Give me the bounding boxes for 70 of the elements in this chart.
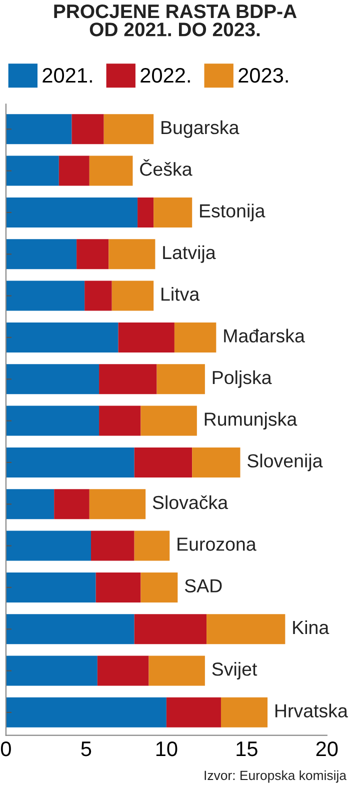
bar (140, 572, 178, 602)
y-tick-label: SAD (184, 579, 222, 592)
legend-label: 2023. (238, 68, 288, 83)
bar (97, 656, 149, 686)
y-tick-label: Eurozona (178, 538, 256, 551)
bar (134, 614, 207, 644)
chart-title: PROCJENE RASTA BDP-A OD 2021. DO 2023. (54, 4, 297, 36)
bar (6, 614, 134, 644)
bar (6, 447, 134, 478)
bar (134, 530, 170, 561)
bar (138, 197, 154, 228)
bar (166, 697, 221, 728)
bar (140, 406, 197, 436)
bar (89, 156, 133, 186)
y-tick-label: Rumunjska (204, 412, 298, 430)
bar (6, 406, 100, 436)
x-tick-label: 20 (316, 741, 338, 756)
bar (6, 322, 118, 352)
bar (174, 322, 216, 352)
y-tick-label: Češka (140, 159, 192, 176)
y-tick-label: Kina (293, 620, 330, 634)
bar (108, 239, 156, 270)
bar (72, 114, 104, 144)
y-tick-label: Slovačka (152, 495, 228, 510)
bar (99, 406, 141, 436)
x-tick-label: 15 (236, 742, 258, 756)
bar (84, 280, 112, 311)
bar (148, 656, 205, 686)
y-tick-label: Svijet (212, 662, 258, 680)
bar (89, 489, 146, 520)
bar (54, 489, 90, 520)
bar (6, 489, 54, 520)
bar (6, 197, 138, 228)
bar (118, 322, 174, 352)
y-tick-label: Hrvatska (275, 704, 348, 718)
bar (76, 239, 109, 270)
bar (6, 114, 72, 144)
bar (104, 114, 154, 144)
bar (220, 697, 268, 728)
x-tick-label: 10 (156, 741, 178, 756)
bar (6, 656, 98, 686)
y-tick-label: Estonija (200, 204, 266, 222)
y-tick-label: Mađarska (224, 328, 305, 342)
bar (6, 530, 91, 561)
legend-label: 2021. (42, 68, 92, 83)
y-tick-label: Bugarska (162, 120, 240, 138)
bar (96, 572, 141, 602)
legend-label: 2022. (140, 68, 190, 83)
bar (112, 280, 154, 311)
bar (156, 364, 205, 394)
bar (99, 364, 157, 394)
bar (192, 447, 240, 478)
y-tick-label: Latvija (163, 245, 216, 263)
bar (206, 614, 286, 644)
bar (6, 239, 77, 270)
text: Izvor: Europska komisija (204, 770, 347, 783)
bar (91, 530, 134, 561)
bar (6, 697, 166, 728)
x-tick-label: 5 (81, 742, 92, 756)
y-tick-label: Slovenija (248, 454, 323, 472)
y-tick-label: Litva (162, 287, 200, 301)
x-tick-label: 0 (0, 741, 11, 756)
bar (58, 156, 90, 186)
bar (6, 156, 59, 186)
bar (134, 447, 192, 478)
y-tick-label: Poljska (212, 370, 272, 388)
bar (6, 364, 100, 394)
bar (6, 572, 96, 602)
bar (6, 280, 85, 311)
bar (154, 197, 192, 228)
